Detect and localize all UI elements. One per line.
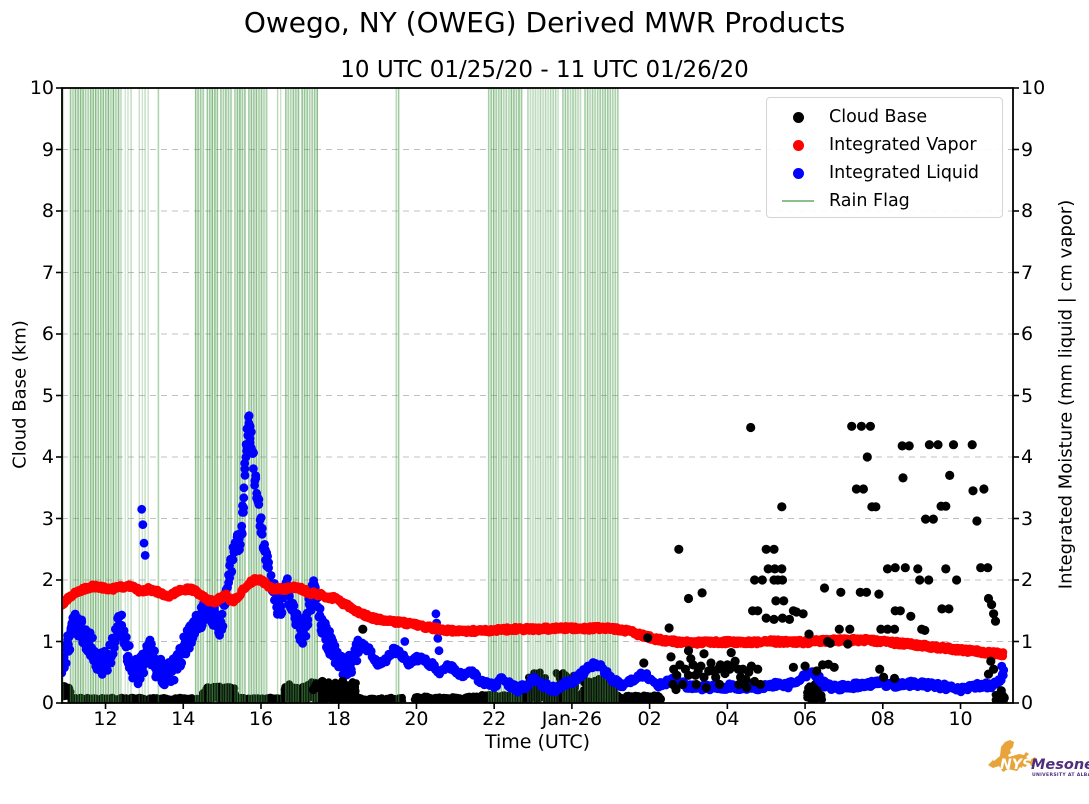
y-tick-label-left: 4 — [41, 446, 54, 468]
legend-item-rain-flag: Rain Flag — [767, 187, 1002, 215]
legend-label-integrated-vapor: Integrated Vapor — [829, 135, 977, 155]
x-tick-label: 06 — [792, 708, 818, 730]
y-tick-label-right: 3 — [1021, 507, 1034, 530]
y-tick-label-right: 0 — [1021, 692, 1034, 714]
chart-title: Owego, NY (OWEG) Derived MWR Products — [243, 6, 846, 39]
x-tick-label: 14 — [171, 708, 196, 730]
y-tick-label-right: 10 — [1021, 77, 1046, 99]
cloud-base-dot-icon — [792, 111, 804, 123]
integrated-vapor-dot-icon — [792, 139, 804, 151]
y-tick-label-left: 10 — [29, 77, 54, 99]
x-tick-label: 04 — [715, 708, 740, 730]
nys-mesonet-logo: NYS Mesonet UNIVERSITY AT ALBANY — [985, 733, 1089, 795]
y-tick-label-left: 6 — [41, 323, 54, 345]
x-tick-label: 20 — [404, 708, 429, 730]
y-tick-label-right: 6 — [1021, 323, 1034, 345]
y-tick-label-right: 2 — [1021, 569, 1034, 591]
y-tick-label-right: 7 — [1021, 261, 1034, 284]
x-tick-label: 18 — [326, 708, 351, 730]
logo-caption-text: UNIVERSITY AT ALBANY — [1032, 772, 1089, 778]
x-tick-label: 08 — [870, 708, 895, 730]
logo-nys-text: NYS — [1000, 757, 1032, 773]
x-tick-label: 12 — [93, 708, 118, 730]
ny-state-icon — [988, 740, 1037, 772]
logo-mesonet-text: Mesonet — [1031, 757, 1089, 773]
legend-item-integrated-vapor: Integrated Vapor — [767, 131, 1002, 159]
legend-label-rain-flag: Rain Flag — [829, 191, 910, 211]
x-tick-label: 10 — [948, 708, 973, 730]
rain-flag-line-icon — [782, 199, 814, 203]
legend-label-cloud-base: Cloud Base — [829, 107, 928, 127]
y-tick-label-right: 8 — [1021, 200, 1034, 222]
x-tick-label: 16 — [248, 708, 274, 730]
chart-subtitle: 10 UTC 01/25/20 - 11 UTC 01/26/20 — [340, 57, 749, 83]
legend-label-integrated-liquid: Integrated Liquid — [829, 163, 979, 183]
y-tick-label-left: 0 — [41, 692, 54, 714]
y-tick-label-right: 5 — [1021, 384, 1034, 407]
y-tick-label-left: 9 — [41, 138, 54, 161]
x-axis-label: Time (UTC) — [484, 731, 591, 753]
x-tick-label: Jan-26 — [541, 708, 603, 730]
y-tick-label-left: 2 — [41, 569, 54, 591]
y-tick-label-left: 5 — [41, 384, 54, 407]
y-tick-label-left: 1 — [41, 630, 54, 653]
y-tick-label-left: 8 — [41, 200, 54, 222]
y-tick-label-left: 7 — [41, 261, 54, 284]
y-tick-label-right: 4 — [1021, 446, 1034, 468]
x-tick-label: 02 — [637, 708, 662, 730]
y-tick-label-right: 9 — [1021, 138, 1034, 161]
y-tick-label-right: 1 — [1021, 630, 1034, 653]
legend: Cloud Base Integrated Vapor Integrated L… — [766, 97, 1003, 218]
y-tick-label-left: 3 — [41, 507, 54, 530]
integrated-liquid-dot-icon — [792, 167, 804, 179]
legend-item-cloud-base: Cloud Base — [767, 103, 1002, 131]
x-tick-label: 22 — [482, 708, 507, 730]
legend-item-integrated-liquid: Integrated Liquid — [767, 159, 1002, 187]
